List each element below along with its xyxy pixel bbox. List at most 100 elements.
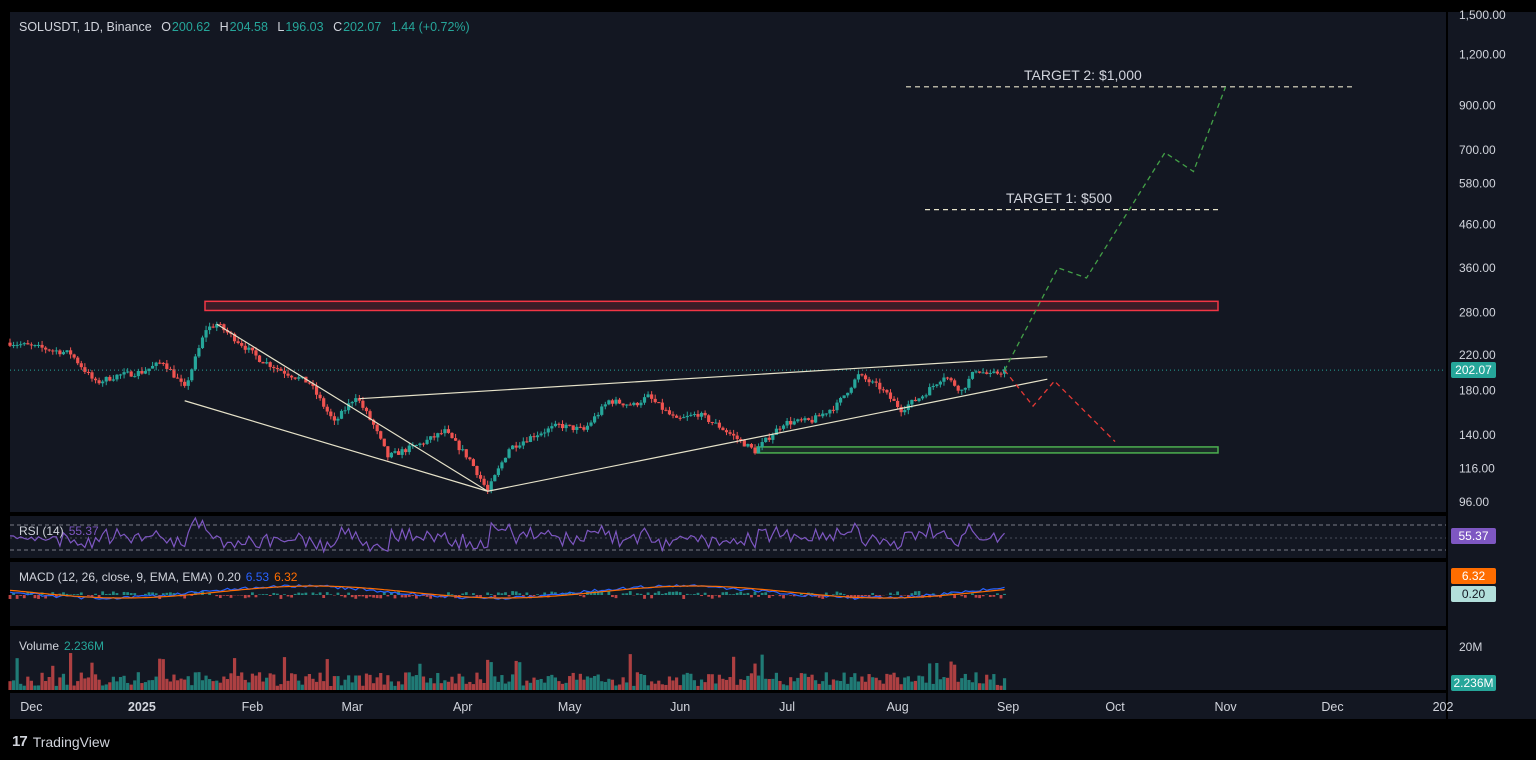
macd-hist-bar xyxy=(65,593,69,595)
macd-hist-bar xyxy=(892,594,896,595)
macd-hist-bar xyxy=(183,595,187,599)
candle-body xyxy=(525,441,529,443)
x-tick-label: May xyxy=(558,700,582,714)
macd-hist-bar xyxy=(978,595,981,599)
macd-signal-badge: 6.32 xyxy=(1451,568,1496,584)
volume-bar xyxy=(143,682,148,690)
volume-bar xyxy=(261,681,265,690)
candle-body xyxy=(93,378,98,381)
candle-body xyxy=(646,394,650,398)
macd-hist-bar xyxy=(258,594,261,595)
brand-name: TradingView xyxy=(32,733,110,750)
volume-bar xyxy=(539,678,543,690)
volume-bar xyxy=(382,684,386,690)
candle-body xyxy=(917,398,921,402)
macd-hist-bar xyxy=(657,591,661,595)
candle-body xyxy=(878,382,882,390)
volume-bar xyxy=(44,680,48,690)
volume-bar xyxy=(671,680,675,690)
macd-hist-bar xyxy=(161,593,165,595)
macd-hist-bar xyxy=(404,595,408,598)
volume-bar xyxy=(429,678,433,690)
candle-body xyxy=(222,324,226,331)
symbol-label[interactable]: SOLUSDT, 1D, Binance xyxy=(19,20,152,34)
volume-bar xyxy=(257,672,262,690)
candle-body xyxy=(617,399,622,404)
candle-body xyxy=(692,414,697,416)
candle-body xyxy=(735,435,739,440)
macd-hist-bar xyxy=(750,595,753,598)
candle-body xyxy=(307,382,312,384)
volume-bar xyxy=(115,681,119,690)
macd-hist-bar xyxy=(297,592,301,595)
candle-body xyxy=(168,368,173,370)
macd-hist-bar xyxy=(243,595,247,599)
rsi-legend[interactable]: RSI (14) 55.37 xyxy=(19,524,99,538)
candle-body xyxy=(960,389,964,391)
candle-body xyxy=(603,404,607,407)
candle-body xyxy=(318,394,322,399)
y-tick-label: 460.00 xyxy=(1459,217,1496,231)
macd-signal-value: 6.32 xyxy=(274,570,298,584)
macd-hist-bar xyxy=(675,591,678,595)
macd-hist-bar xyxy=(261,594,265,595)
volume-bar xyxy=(610,679,615,690)
volume-bar xyxy=(963,673,967,690)
volume-bar xyxy=(674,677,679,690)
tradingview-brand[interactable]: 17 TradingView xyxy=(12,733,110,750)
macd-hist-bar xyxy=(889,592,892,595)
volume-bar xyxy=(40,672,44,690)
volume-bar xyxy=(318,672,322,690)
candle-body xyxy=(714,422,718,424)
macd-hist-bar xyxy=(72,594,76,595)
macd-hist-bar xyxy=(646,592,650,595)
volume-bar xyxy=(910,681,914,690)
candle-body xyxy=(945,377,950,379)
macd-hist-bar xyxy=(347,592,351,595)
macd-hist-bar xyxy=(981,595,985,597)
macd-hist-bar xyxy=(447,592,450,595)
macd-hist-bar xyxy=(693,594,696,595)
candle-body xyxy=(400,449,404,455)
volume-bar xyxy=(411,676,415,690)
candle-body xyxy=(247,347,251,350)
candle-body xyxy=(853,379,857,388)
macd-hist-bar xyxy=(799,593,803,595)
target-2-label[interactable]: TARGET 2: $1,000 xyxy=(1024,67,1142,83)
macd-pane xyxy=(10,562,1446,626)
macd-legend[interactable]: MACD (12, 26, close, 9, EMA, EMA) 0.20 6.5… xyxy=(19,570,297,584)
volume-bar xyxy=(717,674,721,690)
volume-bar xyxy=(322,681,326,690)
candle-body xyxy=(282,370,287,374)
volume-bar xyxy=(511,674,515,690)
macd-hist-bar xyxy=(682,595,686,599)
volume-bar xyxy=(400,684,404,690)
candle-body xyxy=(154,362,158,366)
volume-bar xyxy=(432,683,436,690)
macd-hist-bar xyxy=(76,594,80,595)
macd-hist-bar xyxy=(318,592,322,595)
candle-body xyxy=(47,349,51,351)
y-tick-label: 580.00 xyxy=(1459,176,1496,190)
candle-body xyxy=(190,369,194,381)
volume-bar xyxy=(557,681,561,690)
volume-bar xyxy=(300,684,304,690)
volume-bar xyxy=(58,677,62,690)
candle-body xyxy=(15,344,19,346)
symbol-header[interactable]: SOLUSDT, 1D, Binance O200.62 H204.58 L19… xyxy=(19,20,470,34)
candle-body xyxy=(774,428,779,435)
volume-bar xyxy=(560,683,565,690)
macd-hist-bar xyxy=(62,592,65,595)
volume-bar xyxy=(928,663,932,690)
candle-body xyxy=(781,425,786,429)
target-1-label[interactable]: TARGET 1: $500 xyxy=(1006,190,1113,206)
candle-body xyxy=(653,398,657,403)
macd-hist-bar xyxy=(443,595,447,598)
volume-legend[interactable]: Volume 2.236M xyxy=(19,639,104,653)
volume-bar xyxy=(243,679,247,690)
macd-hist-bar xyxy=(568,592,572,595)
candle-body xyxy=(977,371,982,373)
volume-bar xyxy=(838,681,843,690)
rsi-pane xyxy=(10,516,1446,558)
